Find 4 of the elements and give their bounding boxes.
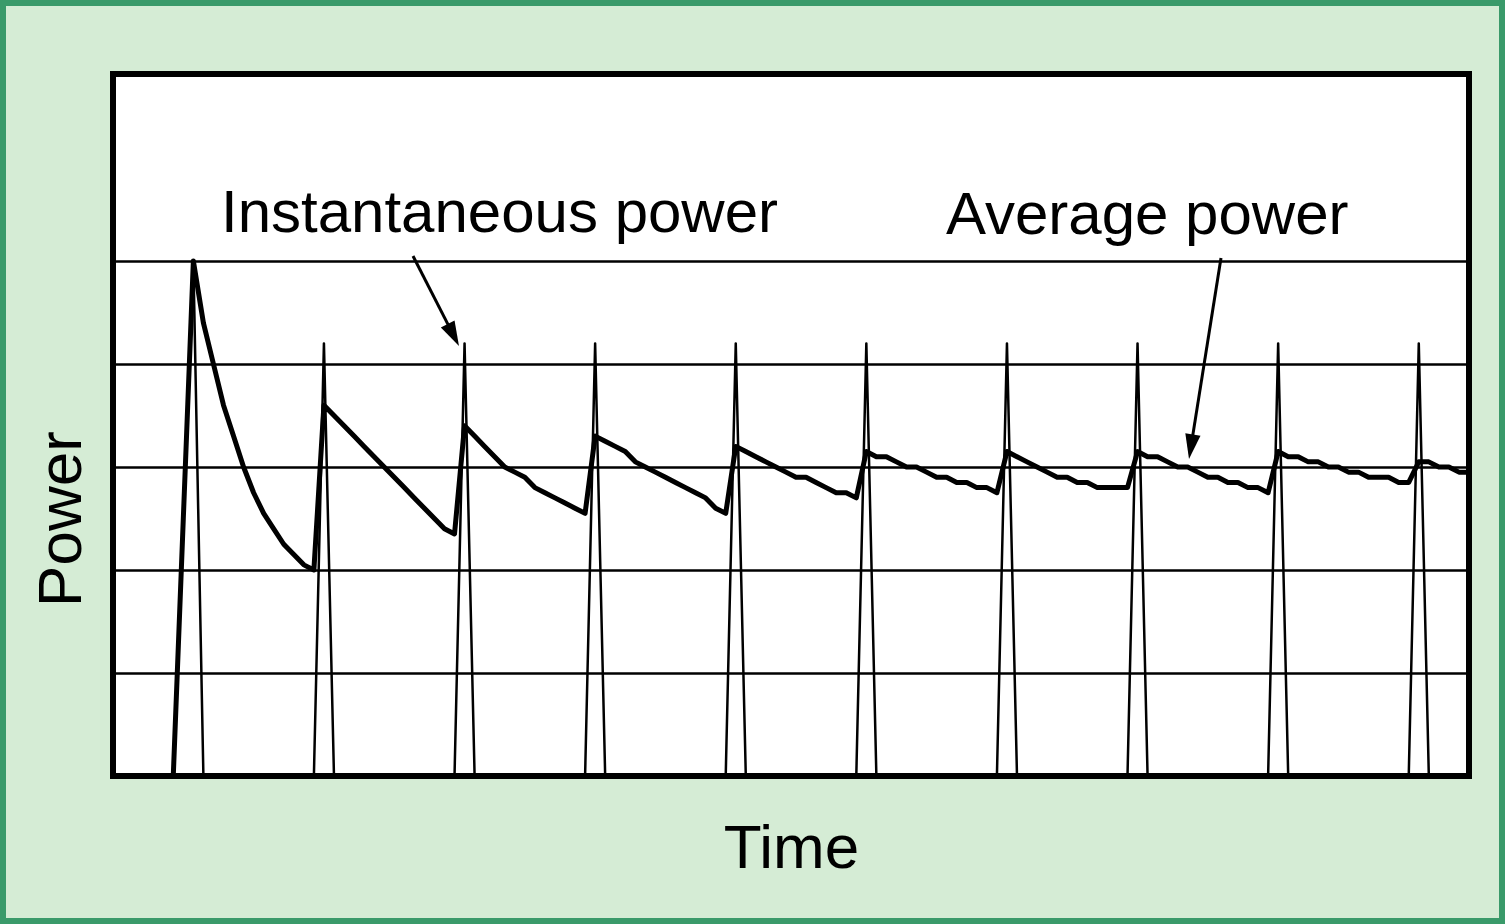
text: Average power bbox=[946, 180, 1349, 247]
y-axis-title: Power bbox=[24, 431, 94, 607]
x-axis-title: Time bbox=[723, 811, 860, 881]
series-label: Instantaneous power bbox=[221, 178, 779, 245]
